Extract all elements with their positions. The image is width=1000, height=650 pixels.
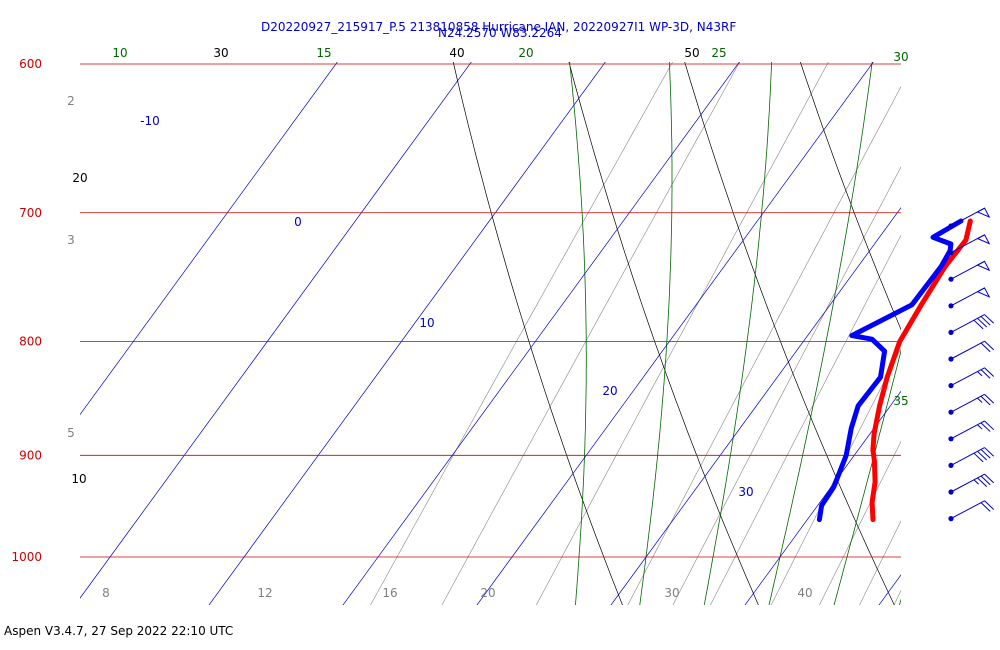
mixing-ratio-line xyxy=(985,0,1000,631)
isotherm xyxy=(994,0,1000,631)
isotherm-label: 20 xyxy=(602,384,617,398)
isotherm-label: 10 xyxy=(419,316,434,330)
isobar-label: 1000 xyxy=(11,550,42,564)
dry-adiabat xyxy=(568,62,759,605)
isotherm-label: -10 xyxy=(140,114,160,128)
wind-barb xyxy=(948,473,995,495)
dewpoint-profile xyxy=(816,218,964,523)
line-labels: 600 700 800 900 1000 -10 0 10 20 30 10 20 30 40 50 10 15… xyxy=(11,46,908,600)
wind-barb xyxy=(948,260,991,282)
mixing-ratio-line xyxy=(912,0,1000,631)
moist-adiabat xyxy=(703,62,772,605)
isobar-label: 700 xyxy=(19,206,42,220)
footer-version: Aspen V3.4.7, 27 Sep 2022 22:10 UTC xyxy=(4,624,234,638)
mixing-ratio-line xyxy=(710,234,901,605)
moist-adiabat-label: 35 xyxy=(893,394,908,408)
isotherm xyxy=(744,390,901,605)
mixing-ratio-line xyxy=(819,440,901,605)
isotherm xyxy=(208,62,606,605)
wind-barb xyxy=(948,447,995,468)
isobar-label: 600 xyxy=(19,57,42,71)
dry-adiabat xyxy=(893,0,1000,631)
title-line-2: N24.2570 W83.2264 xyxy=(438,26,562,40)
moist-adiabat xyxy=(639,62,673,605)
isotherm xyxy=(878,574,901,605)
sounding-profiles xyxy=(816,218,973,523)
mixing-ratio-label: 2 xyxy=(67,94,75,108)
moist-adiabat xyxy=(899,598,901,605)
mixing-ratio-line xyxy=(672,166,901,605)
wind-barb xyxy=(948,420,995,442)
mixing-ratio-label: 16 xyxy=(382,586,397,600)
mixing-ratio-label: 30 xyxy=(664,586,679,600)
mixing-ratio-line xyxy=(859,520,901,605)
wind-barb xyxy=(948,314,995,335)
isotherm xyxy=(476,62,874,605)
moist-adiabat xyxy=(768,62,873,605)
mixing-ratio-label: 5 xyxy=(67,426,75,440)
moist-adiabat-label: 30 xyxy=(893,50,908,64)
moist-adiabat xyxy=(833,349,901,605)
mixing-ratio-label: 40 xyxy=(797,586,812,600)
moist-adiabat xyxy=(569,62,587,605)
dry-adiabat xyxy=(452,62,623,605)
wind-barb xyxy=(948,207,991,229)
wind-barb xyxy=(948,287,991,309)
background-lines xyxy=(80,0,1000,631)
mixing-ratio-label: 8 xyxy=(102,586,110,600)
isotherm xyxy=(80,62,338,416)
mixing-ratio-line xyxy=(441,62,741,605)
isobars xyxy=(80,63,901,558)
mixing-ratio-line xyxy=(627,86,901,605)
dry-adiabat-label: 50 xyxy=(684,46,699,60)
wind-barb xyxy=(948,234,991,256)
moist-adiabat-label: 25 xyxy=(711,46,726,60)
mixing-ratio-line xyxy=(770,347,901,605)
temperature-profile xyxy=(869,218,973,523)
wind-barb xyxy=(948,340,995,362)
dry-adiabat-label: 30 xyxy=(213,46,228,60)
moist-adiabat-label: 20 xyxy=(518,46,533,60)
mixing-ratio-label: 20 xyxy=(480,586,495,600)
wind-barbs xyxy=(948,207,995,522)
mixing-ratio-line xyxy=(963,0,1000,631)
mixing-ratio-line xyxy=(938,0,1000,631)
mixing-ratio-line xyxy=(370,62,673,605)
mixing-ratio-label: 12 xyxy=(257,586,272,600)
isobar-label: 900 xyxy=(19,448,42,462)
dry-adiabat xyxy=(684,62,895,605)
mixing-ratio-label: 3 xyxy=(67,233,75,247)
wind-barb xyxy=(948,367,995,389)
dry-adiabat-label: 20 xyxy=(72,171,87,185)
dry-adiabat-label: 10 xyxy=(71,472,86,486)
isotherm xyxy=(342,62,740,605)
mixing-ratio-line xyxy=(535,62,829,605)
moist-adiabat-label: 15 xyxy=(316,46,331,60)
dry-adiabat xyxy=(799,62,901,331)
isotherm xyxy=(610,207,901,605)
isobar-label: 800 xyxy=(19,335,42,349)
isotherm xyxy=(80,62,472,599)
wind-barb xyxy=(948,393,995,415)
moist-adiabat-label: 10 xyxy=(112,46,127,60)
isotherm-label: 30 xyxy=(738,485,753,499)
dry-adiabat-label: 40 xyxy=(449,46,464,60)
isotherm-label: 0 xyxy=(294,215,302,229)
wind-barb xyxy=(948,500,995,522)
title-line-1: D20220927_215917_P.5 213810858 Hurricane… xyxy=(261,20,737,34)
